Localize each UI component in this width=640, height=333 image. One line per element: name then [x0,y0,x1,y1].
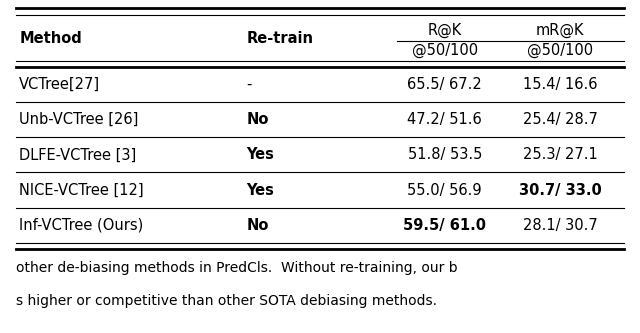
Text: mR@K: mR@K [536,22,584,38]
Text: 15.4/ 16.6: 15.4/ 16.6 [523,77,597,92]
Text: 25.4/ 28.7: 25.4/ 28.7 [523,112,597,127]
Text: 47.2/ 51.6: 47.2/ 51.6 [408,112,482,127]
Text: VCTree[27]: VCTree[27] [19,77,100,92]
Text: R@K: R@K [428,22,462,38]
Text: Yes: Yes [246,182,275,198]
Text: Re-train: Re-train [246,31,314,46]
Text: -: - [246,77,252,92]
Text: 59.5/ 61.0: 59.5/ 61.0 [403,218,486,233]
Text: 25.3/ 27.1: 25.3/ 27.1 [523,147,597,163]
Text: @50/100: @50/100 [527,43,593,58]
Text: s higher or competitive than other SOTA debiasing methods.: s higher or competitive than other SOTA … [16,294,437,308]
Text: NICE-VCTree [12]: NICE-VCTree [12] [19,182,144,198]
Text: No: No [246,112,269,127]
Text: Yes: Yes [246,147,275,163]
Text: 28.1/ 30.7: 28.1/ 30.7 [523,218,597,233]
Text: 55.0/ 56.9: 55.0/ 56.9 [408,182,482,198]
Text: @50/100: @50/100 [412,43,478,58]
Text: other de-biasing methods in PredCls.  Without re-training, our b: other de-biasing methods in PredCls. Wit… [16,261,458,275]
Text: 65.5/ 67.2: 65.5/ 67.2 [408,77,482,92]
Text: 51.8/ 53.5: 51.8/ 53.5 [408,147,482,163]
Text: No: No [246,218,269,233]
Text: DLFE-VCTree [3]: DLFE-VCTree [3] [19,147,136,163]
Text: 30.7/ 33.0: 30.7/ 33.0 [518,182,602,198]
Text: Unb-VCTree [26]: Unb-VCTree [26] [19,112,139,127]
Text: Inf-VCTree (Ours): Inf-VCTree (Ours) [19,218,143,233]
Text: Method: Method [19,31,82,46]
